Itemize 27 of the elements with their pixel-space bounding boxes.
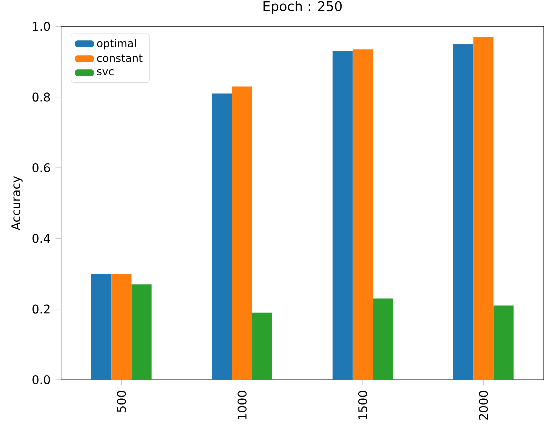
legend-label: svc [97,69,114,76]
bar [92,274,112,380]
y-tick-label: 0.4 [32,234,50,244]
y-tick-label: 0.6 [32,163,50,173]
y-axis-title: Accuracy [12,176,23,231]
bar [474,37,494,380]
legend-label: constant [97,54,143,62]
bar [494,306,514,380]
chart-title: Epoch : 250 [264,1,342,14]
y-tick-label: 0.2 [32,304,50,314]
x-tick-label: 1000 [238,391,247,420]
x-tick-label: 2000 [479,391,488,420]
bar [332,51,353,380]
bar [132,284,152,380]
bar [212,94,232,380]
x-tick-label: 1500 [358,391,368,420]
bar [112,274,132,380]
y-tick-label: 1.0 [33,22,50,32]
y-tick-label: 0.0 [32,375,50,385]
bar [232,86,252,380]
bar [373,298,394,380]
bar [252,312,272,380]
bar [454,44,474,380]
y-tick-label: 0.8 [32,92,50,102]
bar [352,50,374,380]
x-tick-label: 500 [117,391,126,412]
legend-label: optimal [97,39,136,50]
